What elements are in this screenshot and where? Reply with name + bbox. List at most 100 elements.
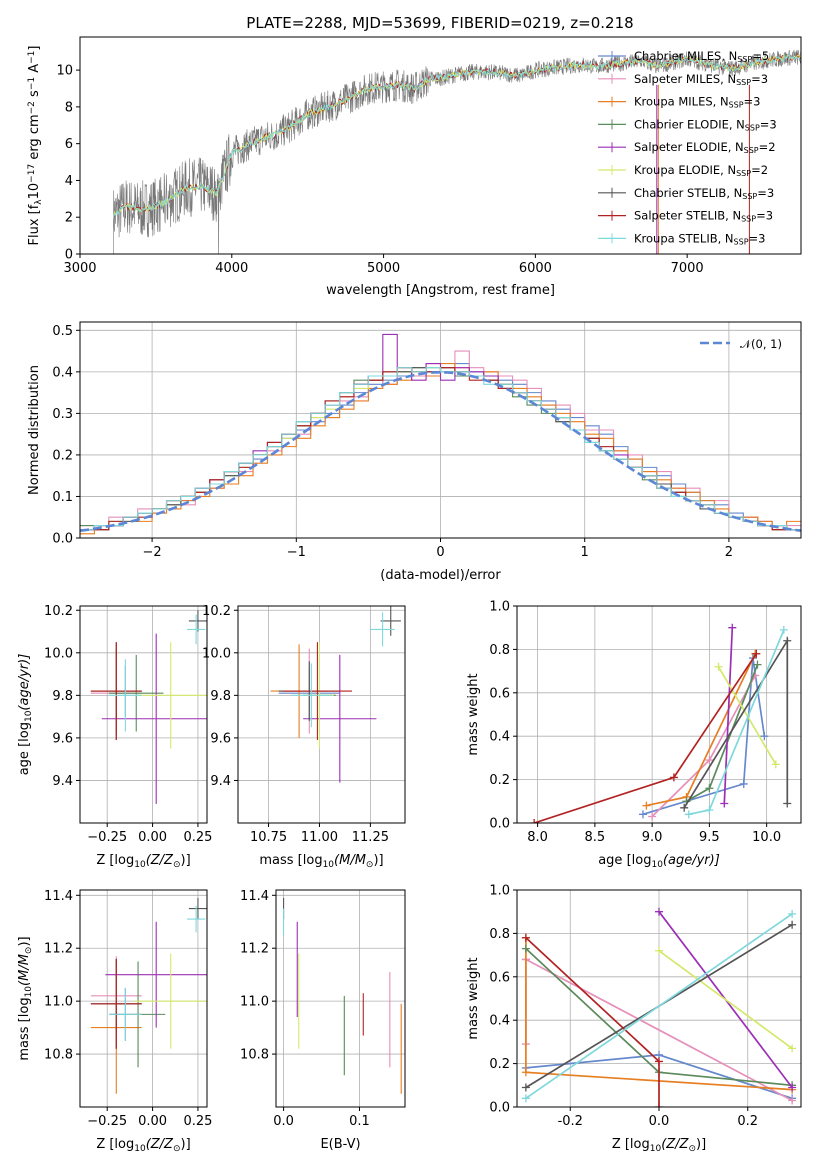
y-tick-label: 9.4 xyxy=(52,774,73,789)
weight-point xyxy=(655,946,663,955)
y-tick-label: 0.0 xyxy=(52,532,73,547)
x-tick-label: −1 xyxy=(287,545,306,560)
y-tick-label: 10.2 xyxy=(44,604,73,619)
x-tick-label: 10.0 xyxy=(752,830,781,845)
y-tick-label: 11.2 xyxy=(44,942,73,957)
x-tick-label: 0.0 xyxy=(649,1114,670,1129)
weight-point xyxy=(638,810,647,819)
y-tick-label: 9.6 xyxy=(52,731,73,746)
weight-point xyxy=(788,909,797,918)
legend-label: 𝒩(0, 1) xyxy=(740,337,782,351)
x-tick-label: 0.2 xyxy=(737,1114,758,1129)
axes-frame xyxy=(516,889,802,1108)
x-tick-label: 2 xyxy=(725,545,733,560)
y-tick-label: 9.4 xyxy=(210,774,231,789)
weight-point xyxy=(788,1096,797,1105)
plot-area xyxy=(283,897,402,1094)
weight-point xyxy=(739,779,748,788)
y-axis-label: mass weight xyxy=(466,673,481,755)
plot-area xyxy=(90,897,207,1094)
x-tick-label: −0.25 xyxy=(87,1114,127,1129)
y-tick-label: 0.2 xyxy=(489,1057,510,1072)
plot-area xyxy=(530,623,792,823)
legend-label: Chabrier MILES, NSSP=5 xyxy=(634,49,769,64)
y-tick-label: 0.1 xyxy=(52,490,73,505)
weight-series xyxy=(646,653,756,807)
plot-area xyxy=(521,907,797,1107)
x-axis-label: E(B-V) xyxy=(320,1137,360,1152)
weight-series xyxy=(533,653,758,823)
x-tick-label: 9.0 xyxy=(642,830,663,845)
x-axis-label: Z [log10(Z/Z⊙)] xyxy=(612,1137,706,1154)
legend-label: Salpeter STELIB, NSSP=3 xyxy=(634,209,773,224)
plot-area xyxy=(270,606,401,783)
weight-point xyxy=(642,801,651,810)
x-tick-label: 10.75 xyxy=(250,830,287,845)
y-tick-label: 2 xyxy=(65,211,73,226)
x-axis-label: Z [log10(Z/Z⊙)] xyxy=(96,853,190,870)
y-axis-label: mass weight xyxy=(466,957,481,1039)
x-tick-label: 6000 xyxy=(519,261,552,276)
x-tick-label: 0.25 xyxy=(183,830,212,845)
x-tick-label: 0.0 xyxy=(273,1114,294,1129)
mass-vs-metallicity-panel: −0.25 0.00 0.25 10.8 11.0 11.2 11.4 Z [log10(Z/… xyxy=(17,889,212,1154)
weight-point xyxy=(788,1083,797,1092)
spectrum-legend: Chabrier MILES, NSSP=5 Salpeter MILES, NS… xyxy=(598,49,777,247)
axes-frame xyxy=(275,889,406,1108)
y-tick-label: 0.4 xyxy=(52,365,73,380)
histogram-legend: 𝒩(0, 1) xyxy=(700,337,782,351)
weight-series xyxy=(683,637,789,809)
y-axis-label: Flux [fλ10−17 erg cm−2 s−1 A−1] xyxy=(27,46,44,246)
weight-point xyxy=(521,1083,530,1092)
weight-point xyxy=(753,660,762,669)
histogram-series xyxy=(80,367,801,531)
x-tick-label: 1 xyxy=(581,545,589,560)
y-tick-label: 1.0 xyxy=(489,884,510,899)
x-tick-label: 0 xyxy=(436,545,444,560)
x-tick-label: −2 xyxy=(143,545,162,560)
weight-point xyxy=(752,649,761,658)
y-tick-label: 11.2 xyxy=(240,942,269,957)
weight-series xyxy=(658,950,793,1050)
model-spectrum xyxy=(113,52,801,219)
weight-series xyxy=(642,657,766,816)
legend-label: Chabrier STELIB, NSSP=3 xyxy=(634,186,774,201)
legend-label: Salpeter ELODIE, NSSP=2 xyxy=(634,140,776,155)
legend-label: Kroupa STELIB, NSSP=3 xyxy=(634,231,765,246)
axes-frame xyxy=(79,321,802,539)
x-tick-label: -0.2 xyxy=(558,1114,583,1129)
weight-vs-metallicity-panel: -0.2 0.0 0.2 0.0 0.2 0.4 0.6 0.8 1.0 Z [log10(Z/Z… xyxy=(466,884,802,1154)
legend-label: Chabrier ELODIE, NSSP=3 xyxy=(634,117,777,132)
x-tick-label: 0.00 xyxy=(138,830,167,845)
weight-point xyxy=(684,810,693,819)
model-spectrum xyxy=(112,53,801,219)
plot-area xyxy=(80,333,801,535)
y-tick-label: 11.0 xyxy=(240,995,269,1010)
x-tick-label: 0.1 xyxy=(349,1114,370,1129)
x-tick-label: 5000 xyxy=(367,261,400,276)
normal-reference-curve xyxy=(80,370,801,532)
age-vs-mass-panel: 10.75 11.00 11.25 9.4 9.6 9.8 10.0 10.2 mass [lo… xyxy=(202,604,406,870)
y-axis-label: age [log10(age/yr)] xyxy=(17,654,34,776)
weight-point xyxy=(521,1094,530,1103)
weight-point xyxy=(648,812,657,821)
weight-vs-age-panel: 8.0 8.5 9.0 9.5 10.0 0.0 0.2 0.4 0.6 0.8 1.0 age [l… xyxy=(466,600,802,870)
x-tick-label: 8.5 xyxy=(585,830,606,845)
axes-frame xyxy=(79,605,208,824)
x-tick-label: 8.0 xyxy=(527,830,548,845)
weight-point xyxy=(669,773,678,782)
legend-label: Salpeter MILES, NSSP=3 xyxy=(634,72,768,87)
weight-point xyxy=(788,920,797,929)
x-axis-label: (data-model)/error xyxy=(380,568,501,583)
y-tick-label: 1.0 xyxy=(489,600,510,615)
x-tick-label: 9.5 xyxy=(699,830,720,845)
y-tick-label: 10 xyxy=(56,64,73,79)
y-tick-label: 9.8 xyxy=(210,689,231,704)
mass-vs-ebv-panel: 0.0 0.1 10.8 11.0 11.2 11.4 E(B-V) xyxy=(240,889,406,1152)
y-tick-label: 0.6 xyxy=(489,970,510,985)
weight-point xyxy=(714,662,723,671)
x-tick-label: 11.25 xyxy=(352,830,389,845)
y-tick-label: 0.0 xyxy=(489,817,510,832)
weight-point xyxy=(783,636,792,645)
weight-point xyxy=(521,933,530,942)
